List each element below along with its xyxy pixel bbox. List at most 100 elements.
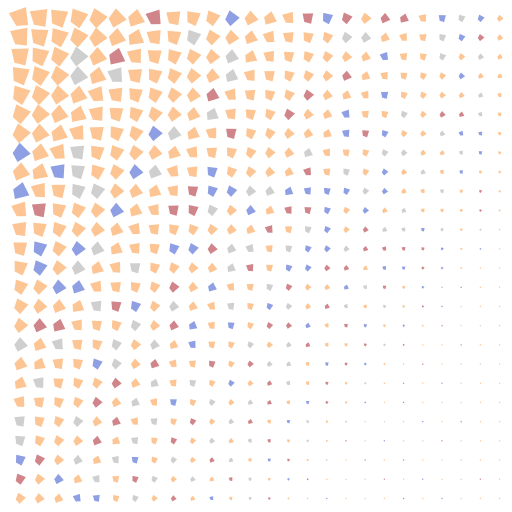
glyph-mark xyxy=(402,459,405,461)
glyph-mark xyxy=(439,111,446,118)
glyph-mark xyxy=(31,85,51,105)
glyph-mark xyxy=(343,168,351,176)
glyph-mark xyxy=(343,245,350,252)
glyph-mark xyxy=(263,50,275,62)
glyph-mark xyxy=(11,48,29,66)
glyph-mark xyxy=(70,46,89,67)
glyph-mark xyxy=(422,363,424,365)
glyph-mark xyxy=(247,322,255,330)
glyph-mark xyxy=(229,496,233,501)
glyph-mark xyxy=(322,89,333,101)
glyph-mark xyxy=(441,420,443,423)
glyph-mark xyxy=(306,420,310,424)
glyph-mark xyxy=(342,129,350,138)
glyph-mark xyxy=(264,225,273,233)
glyph-mark xyxy=(364,362,367,366)
glyph-mark xyxy=(148,164,162,179)
glyph-mark xyxy=(380,32,390,43)
glyph-mark xyxy=(168,49,182,65)
glyph-mark xyxy=(459,189,464,194)
glyph-mark xyxy=(31,104,51,124)
glyph-mark xyxy=(92,494,100,502)
glyph-mark xyxy=(478,131,483,136)
glyph-mark xyxy=(71,319,82,331)
glyph-mark xyxy=(206,10,221,27)
glyph-mark xyxy=(322,70,334,82)
glyph-mark xyxy=(460,401,463,404)
glyph-mark xyxy=(128,69,143,83)
glyph-mark xyxy=(226,185,238,197)
glyph-mark xyxy=(129,164,144,180)
glyph-mark xyxy=(109,47,126,65)
glyph-mark xyxy=(305,283,312,291)
glyph-mark xyxy=(441,440,443,442)
glyph-mark xyxy=(129,125,144,142)
glyph-mark xyxy=(248,477,252,481)
glyph-mark xyxy=(51,184,66,199)
glyph-mark xyxy=(87,86,104,102)
glyph-mark xyxy=(187,126,200,140)
glyph-mark xyxy=(187,186,199,197)
glyph-mark xyxy=(303,167,312,176)
glyph-mark xyxy=(168,205,179,216)
glyph-mark xyxy=(207,321,215,329)
glyph-mark xyxy=(460,286,463,289)
glyph-mark xyxy=(169,320,179,331)
glyph-mark xyxy=(341,31,353,44)
glyph-mark xyxy=(33,222,47,237)
glyph-mark xyxy=(478,72,484,79)
glyph-mark xyxy=(70,145,85,160)
glyph-mark xyxy=(188,262,199,274)
glyph-mark xyxy=(421,228,425,232)
glyph-mark xyxy=(264,71,275,82)
glyph-mark xyxy=(286,400,291,405)
glyph-mark xyxy=(89,27,108,48)
glyph-mark xyxy=(128,28,145,45)
glyph-mark xyxy=(189,437,197,445)
glyph-mark xyxy=(31,123,50,143)
glyph-mark xyxy=(90,183,106,199)
glyph-mark xyxy=(109,107,124,122)
glyph-mark xyxy=(73,396,84,409)
glyph-mark xyxy=(420,130,427,137)
glyph-mark xyxy=(345,420,348,423)
glyph-mark xyxy=(400,110,408,119)
glyph-mark xyxy=(131,378,141,388)
glyph-mark xyxy=(306,478,309,481)
glyph-mark xyxy=(304,147,313,158)
glyph-mark xyxy=(303,128,314,139)
glyph-mark xyxy=(441,305,444,308)
glyph-mark xyxy=(149,243,160,255)
glyph-mark xyxy=(306,497,309,500)
glyph-mark xyxy=(73,474,83,484)
glyph-mark xyxy=(459,170,464,174)
glyph-mark xyxy=(168,145,181,160)
glyph-mark xyxy=(33,377,44,388)
glyph-mark xyxy=(343,206,351,215)
glyph-mark xyxy=(343,187,351,195)
glyph-mark xyxy=(284,89,295,102)
glyph-mark xyxy=(167,185,178,197)
glyph-mark xyxy=(364,343,367,347)
glyph-mark xyxy=(460,228,463,232)
glyph-mark xyxy=(497,112,502,117)
glyph-mark xyxy=(363,324,368,328)
glyph-mark xyxy=(322,148,330,157)
glyph-mark xyxy=(479,478,481,480)
glyph-mark xyxy=(361,12,372,24)
glyph-mark xyxy=(14,279,29,295)
glyph-mark xyxy=(284,70,295,82)
glyph-mark xyxy=(51,46,70,67)
glyph-mark xyxy=(344,284,349,290)
glyph-mark xyxy=(344,323,348,328)
glyph-mark xyxy=(90,221,105,237)
glyph-mark xyxy=(440,227,444,232)
glyph-mark xyxy=(108,87,123,102)
glyph-mark xyxy=(460,478,463,481)
glyph-mark xyxy=(90,280,102,292)
glyph-mark xyxy=(345,497,347,500)
glyph-mark xyxy=(206,107,219,120)
glyph-mark xyxy=(245,166,257,178)
glyph-mark xyxy=(32,163,49,180)
glyph-mark xyxy=(479,170,483,174)
